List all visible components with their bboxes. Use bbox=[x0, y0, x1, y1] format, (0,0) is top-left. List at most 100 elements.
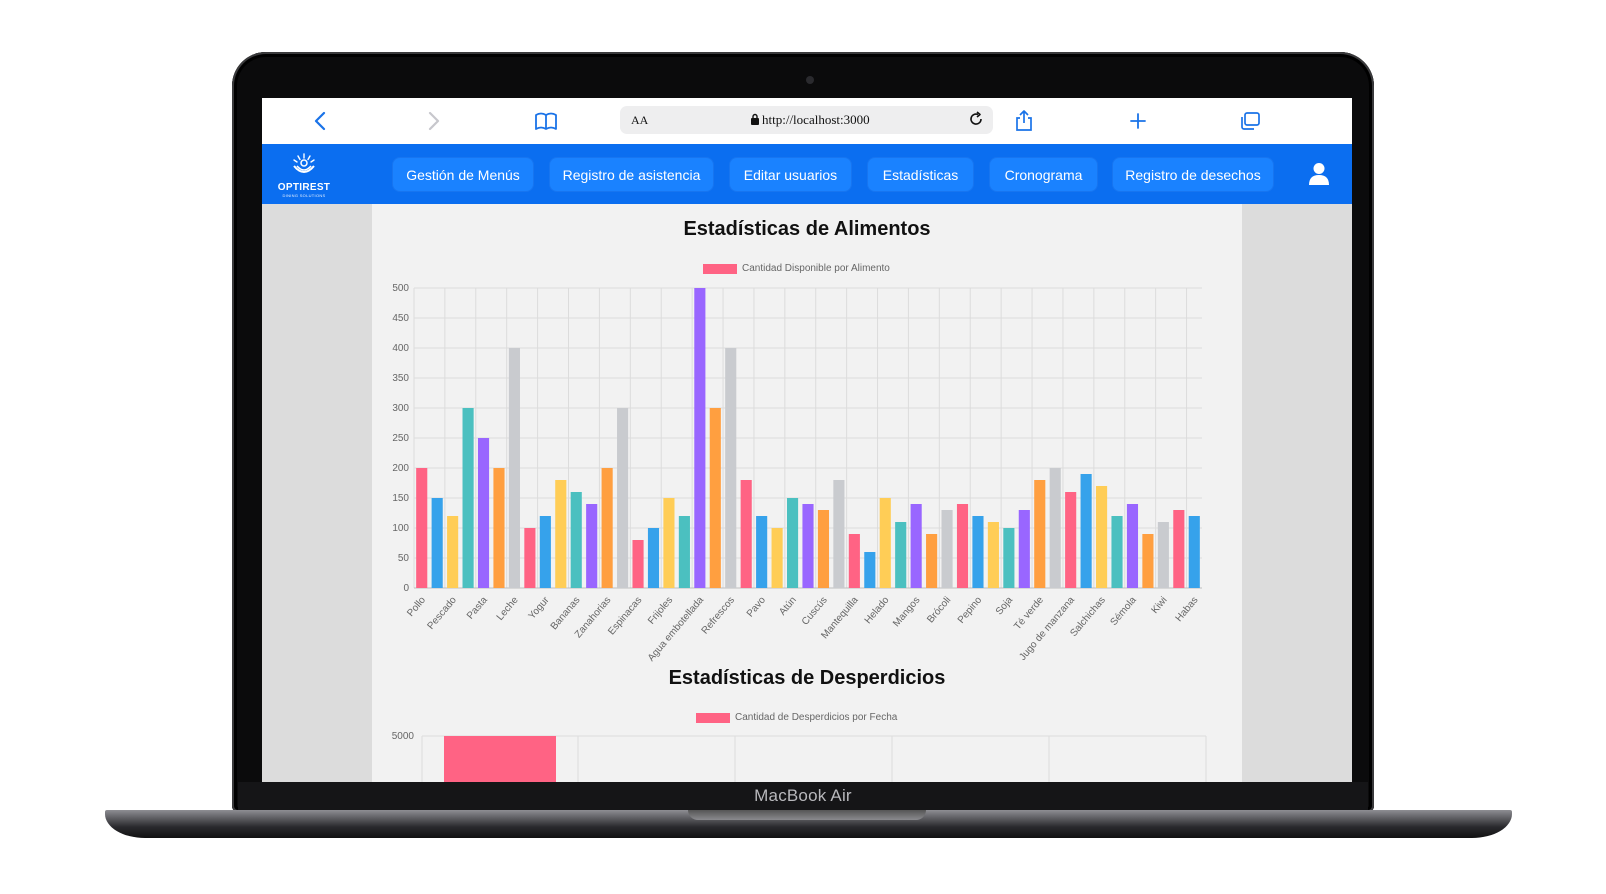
lock-icon bbox=[750, 113, 760, 129]
y-tick-label: 150 bbox=[392, 493, 409, 504]
bar bbox=[941, 510, 953, 588]
bar bbox=[848, 534, 860, 588]
bar bbox=[756, 516, 768, 588]
back-icon[interactable] bbox=[308, 109, 332, 133]
waste-chart-title: Estadísticas de Desperdicios bbox=[668, 667, 946, 689]
camera-icon bbox=[806, 76, 814, 84]
y-tick-label: 350 bbox=[392, 373, 409, 384]
nav-button-registro-desechos[interactable]: Registro de desechos bbox=[1113, 158, 1273, 191]
y-tick-label: 400 bbox=[392, 343, 409, 354]
nav-button-estadisticas[interactable]: Estadísticas bbox=[868, 158, 973, 191]
bar bbox=[1188, 516, 1200, 588]
bar bbox=[864, 552, 876, 588]
bar bbox=[1173, 510, 1185, 588]
bar bbox=[1065, 492, 1077, 588]
browser-toolbar: AA http://localhost:3000 bbox=[262, 98, 1352, 145]
bar bbox=[570, 492, 582, 588]
food-chart-legend[interactable]: Cantidad Disponible por Alimento bbox=[703, 263, 890, 274]
x-tick-label: Pollo bbox=[405, 595, 428, 619]
bar bbox=[524, 528, 536, 588]
bar bbox=[956, 504, 969, 588]
nav-button-cronograma[interactable]: Cronograma bbox=[990, 158, 1097, 191]
logo-text: OPTIREST bbox=[277, 182, 331, 193]
tabs-icon[interactable] bbox=[1238, 109, 1262, 133]
bar bbox=[771, 528, 783, 588]
bar bbox=[1157, 522, 1169, 588]
forward-icon[interactable] bbox=[422, 109, 446, 133]
reload-icon[interactable] bbox=[967, 110, 985, 132]
screen: AA http://localhost:3000 bbox=[262, 98, 1352, 782]
laptop-notch bbox=[688, 810, 926, 820]
bar bbox=[1049, 468, 1061, 588]
x-tick-label: Leche bbox=[495, 595, 521, 623]
y-tick-label: 100 bbox=[392, 523, 409, 534]
x-tick-label: Brócoli bbox=[925, 595, 953, 625]
x-tick-label: Helado bbox=[863, 595, 892, 627]
legend-swatch bbox=[703, 263, 737, 274]
bar bbox=[1126, 504, 1139, 588]
legend-swatch bbox=[696, 712, 730, 723]
logo-subtext: DINING SOLUTIONS bbox=[282, 193, 326, 198]
bar bbox=[709, 408, 721, 588]
bookmarks-icon[interactable] bbox=[534, 109, 558, 133]
new-tab-icon[interactable] bbox=[1126, 109, 1150, 133]
bar bbox=[632, 540, 644, 588]
y-tick-label: 500 bbox=[392, 283, 409, 294]
x-tick-label: Refrescos bbox=[700, 595, 737, 637]
y-tick-label: 300 bbox=[392, 403, 409, 414]
bar bbox=[586, 504, 598, 588]
bar bbox=[1142, 534, 1154, 588]
bar bbox=[477, 438, 490, 588]
bar bbox=[1003, 528, 1015, 588]
x-tick-label: Mangos bbox=[891, 595, 922, 629]
food-chart-legend-label: Cantidad Disponible por Alimento bbox=[742, 263, 890, 274]
bar bbox=[539, 516, 551, 588]
bar bbox=[416, 468, 428, 588]
app-logo[interactable]: OPTIREST DINING SOLUTIONS bbox=[276, 152, 332, 198]
bar bbox=[817, 510, 830, 588]
bar bbox=[1018, 510, 1030, 588]
nav-button-registro-asistencia[interactable]: Registro de asistencia bbox=[550, 158, 713, 191]
url-text: http://localhost:3000 bbox=[762, 112, 870, 127]
bar bbox=[462, 408, 474, 588]
bar bbox=[879, 498, 891, 588]
x-tick-label: Pepino bbox=[956, 595, 985, 626]
statistics-content: Estadísticas de Alimentos Cantidad Dispo… bbox=[372, 204, 1242, 782]
waste-chart-legend[interactable]: Cantidad de Desperdicios por Fecha bbox=[696, 712, 897, 723]
model-label: MacBook Air bbox=[754, 786, 852, 805]
bar bbox=[444, 736, 556, 782]
bottom-bezel: MacBook Air bbox=[238, 782, 1368, 810]
bar bbox=[725, 348, 737, 588]
bar bbox=[431, 498, 443, 588]
user-profile-icon[interactable] bbox=[1308, 162, 1330, 191]
y-tick-label: 0 bbox=[403, 583, 409, 594]
x-tick-label: Sémola bbox=[1109, 595, 1140, 628]
bar bbox=[1080, 474, 1092, 588]
x-tick-label: Pasta bbox=[465, 595, 490, 622]
bar bbox=[447, 516, 459, 588]
bar bbox=[786, 498, 799, 588]
nav-button-gestion-menus[interactable]: Gestión de Menús bbox=[393, 158, 533, 191]
x-tick-label: Yogur bbox=[527, 594, 552, 621]
bar bbox=[508, 348, 520, 588]
x-tick-label: Frijoles bbox=[646, 595, 675, 627]
nav-button-editar-usuarios[interactable]: Editar usuarios bbox=[730, 158, 851, 191]
food-stock-bar-chart: 0 50 100 150 200 250 300 350 400 450 500 PolloPesca… bbox=[392, 283, 1202, 664]
y-tick-label: 250 bbox=[392, 433, 409, 444]
app-navbar: OPTIREST DINING SOLUTIONS Gestión de Men… bbox=[262, 144, 1352, 204]
x-tick-label: Pavo bbox=[745, 595, 768, 620]
waste-bar-chart: 5000 bbox=[392, 731, 1207, 782]
x-tick-label: Soja bbox=[994, 595, 1016, 618]
reader-button[interactable]: AA bbox=[631, 113, 649, 127]
bar bbox=[617, 408, 629, 588]
x-tick-label: Atún bbox=[777, 595, 799, 618]
bar bbox=[601, 468, 613, 588]
food-chart-title: Estadísticas de Alimentos bbox=[683, 218, 931, 240]
waste-chart-legend-label: Cantidad de Desperdicios por Fecha bbox=[735, 712, 898, 723]
share-icon[interactable] bbox=[1012, 109, 1036, 133]
bar bbox=[1111, 516, 1123, 588]
bar bbox=[987, 522, 999, 588]
address-bar[interactable]: AA http://localhost:3000 bbox=[620, 106, 993, 134]
x-tick-label: Cuscús bbox=[800, 595, 830, 628]
bar bbox=[802, 504, 814, 588]
